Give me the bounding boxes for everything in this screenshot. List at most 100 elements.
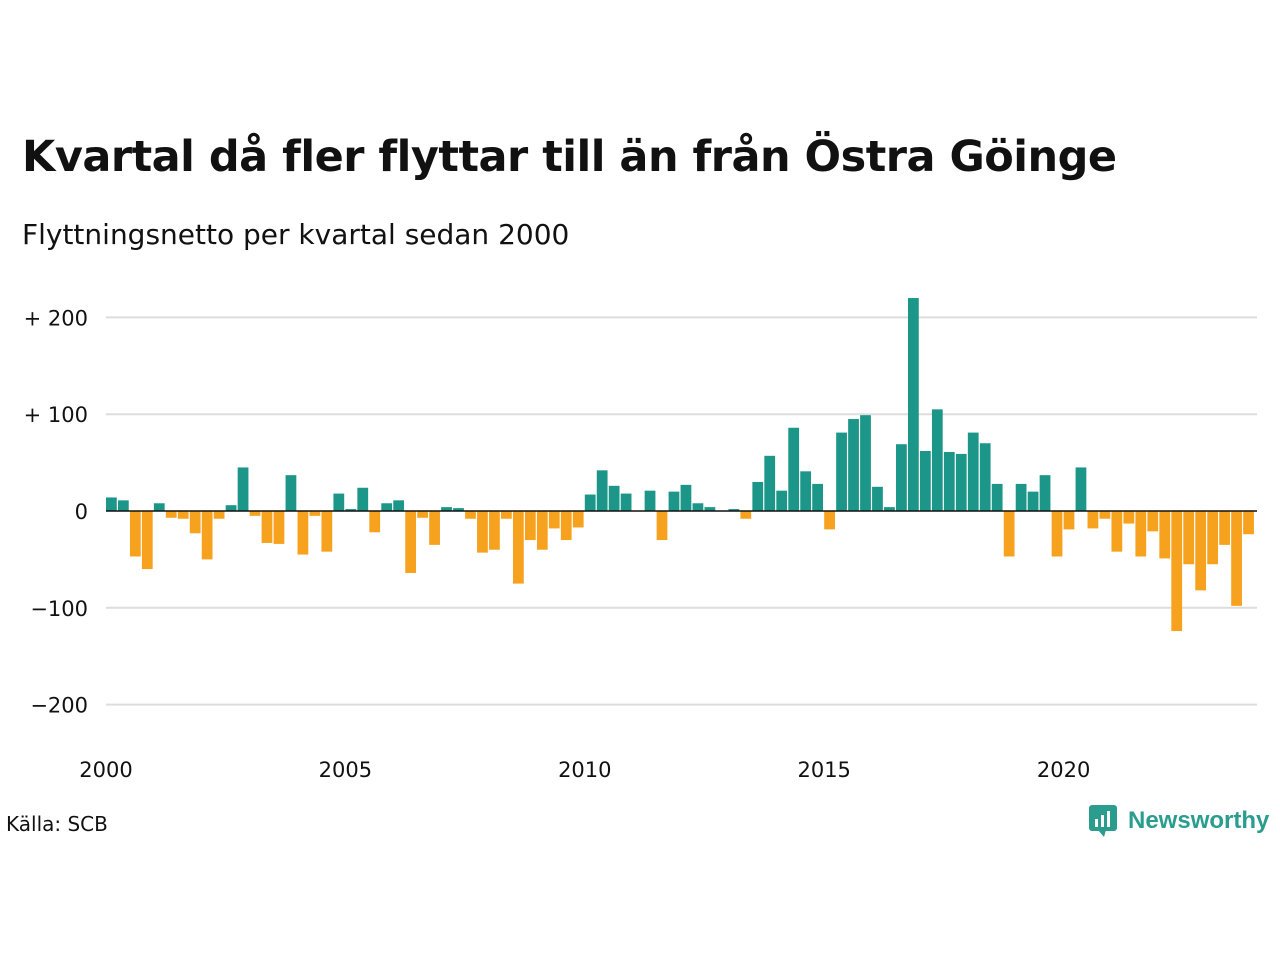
bar bbox=[872, 486, 883, 511]
y-tick-label: 0 bbox=[75, 500, 88, 524]
bar bbox=[1027, 491, 1039, 511]
bar bbox=[465, 511, 476, 519]
bar bbox=[1075, 467, 1087, 511]
bar bbox=[1171, 511, 1183, 632]
bar bbox=[1135, 511, 1147, 557]
bar bbox=[369, 511, 381, 533]
bar bbox=[680, 484, 692, 511]
bar bbox=[1123, 511, 1135, 524]
bar bbox=[991, 483, 1003, 511]
bar bbox=[1159, 511, 1171, 559]
bar bbox=[1087, 511, 1099, 529]
bar bbox=[620, 493, 632, 511]
bar bbox=[512, 511, 524, 584]
newsworthy-logo-icon bbox=[1089, 805, 1117, 837]
bar bbox=[967, 432, 979, 511]
bar bbox=[345, 509, 357, 511]
bar bbox=[393, 500, 405, 511]
bar bbox=[1003, 511, 1015, 557]
bar bbox=[860, 415, 871, 511]
source-note: Källa: SCB bbox=[6, 812, 108, 836]
bar bbox=[728, 509, 740, 511]
bar bbox=[776, 490, 788, 511]
bar bbox=[788, 427, 800, 511]
bar bbox=[213, 511, 225, 519]
x-tick-label: 2000 bbox=[79, 758, 132, 782]
bar bbox=[225, 505, 237, 511]
bar bbox=[1099, 511, 1111, 519]
bar bbox=[1147, 511, 1159, 532]
bar bbox=[285, 475, 297, 511]
bar bbox=[560, 511, 572, 541]
y-tick-label: + 100 bbox=[24, 403, 88, 427]
bar bbox=[1231, 511, 1242, 606]
bar bbox=[800, 471, 812, 511]
bar bbox=[572, 511, 584, 528]
bar bbox=[884, 507, 895, 511]
bar bbox=[201, 511, 213, 560]
bar bbox=[943, 451, 955, 511]
bar bbox=[919, 450, 931, 511]
bar bbox=[489, 511, 500, 550]
bar bbox=[692, 503, 704, 511]
bar bbox=[596, 470, 608, 511]
bar bbox=[249, 511, 261, 516]
chart-subtitle: Flyttningsnetto per kvartal sedan 2000 bbox=[22, 218, 570, 251]
bar bbox=[536, 511, 548, 550]
bar bbox=[405, 511, 417, 573]
bar bbox=[1111, 511, 1123, 552]
bar bbox=[165, 511, 177, 518]
bar bbox=[548, 511, 560, 529]
bar bbox=[477, 511, 488, 553]
bar bbox=[896, 444, 907, 511]
bar bbox=[1051, 511, 1063, 557]
bar bbox=[429, 511, 440, 545]
bar-chart: + 200 + 100 0 −100 −200 2000 2005 2010 2015 2020 bbox=[24, 298, 1257, 782]
y-tick-label: −100 bbox=[30, 597, 88, 621]
bar bbox=[608, 485, 620, 511]
bar bbox=[907, 298, 919, 511]
bar bbox=[333, 493, 345, 511]
bar bbox=[524, 511, 536, 541]
axes: + 200 + 100 0 −100 −200 2000 2005 2010 2015 2020 bbox=[24, 306, 1257, 782]
bar bbox=[979, 443, 991, 511]
bar bbox=[357, 487, 369, 511]
bar bbox=[1243, 511, 1254, 535]
bar bbox=[836, 432, 847, 511]
bar bbox=[824, 511, 835, 530]
y-tick-label: −200 bbox=[30, 694, 88, 718]
bar bbox=[501, 511, 512, 519]
bar bbox=[1195, 511, 1207, 591]
bar bbox=[453, 508, 464, 511]
x-tick-label: 2015 bbox=[797, 758, 850, 782]
brand-logo[interactable]: Newsworthy bbox=[1088, 804, 1269, 838]
bar bbox=[441, 507, 452, 511]
bar bbox=[1015, 483, 1027, 511]
bar bbox=[1183, 511, 1195, 565]
chart-title: Kvartal då fler flyttar till än från Öst… bbox=[22, 132, 1117, 182]
y-tick-label: + 200 bbox=[24, 306, 88, 330]
bar bbox=[1063, 511, 1075, 530]
bar bbox=[955, 453, 967, 511]
bar bbox=[189, 511, 201, 534]
bar bbox=[812, 483, 823, 511]
brand-name: Newsworthy bbox=[1128, 807, 1270, 834]
bar bbox=[704, 507, 716, 511]
grid-lines bbox=[106, 316, 1257, 706]
bar bbox=[848, 419, 859, 511]
bar bbox=[297, 511, 309, 555]
bar bbox=[1207, 511, 1219, 565]
bar bbox=[417, 511, 428, 518]
bar bbox=[117, 500, 129, 511]
bar bbox=[644, 490, 656, 511]
bar bbox=[764, 455, 776, 511]
bar bbox=[273, 511, 285, 544]
x-tick-label: 2010 bbox=[558, 758, 611, 782]
bar-series bbox=[106, 298, 1254, 632]
bar bbox=[141, 511, 153, 570]
bar bbox=[261, 511, 273, 543]
bar bbox=[1039, 475, 1051, 511]
bar bbox=[931, 409, 943, 511]
bar bbox=[584, 494, 596, 511]
